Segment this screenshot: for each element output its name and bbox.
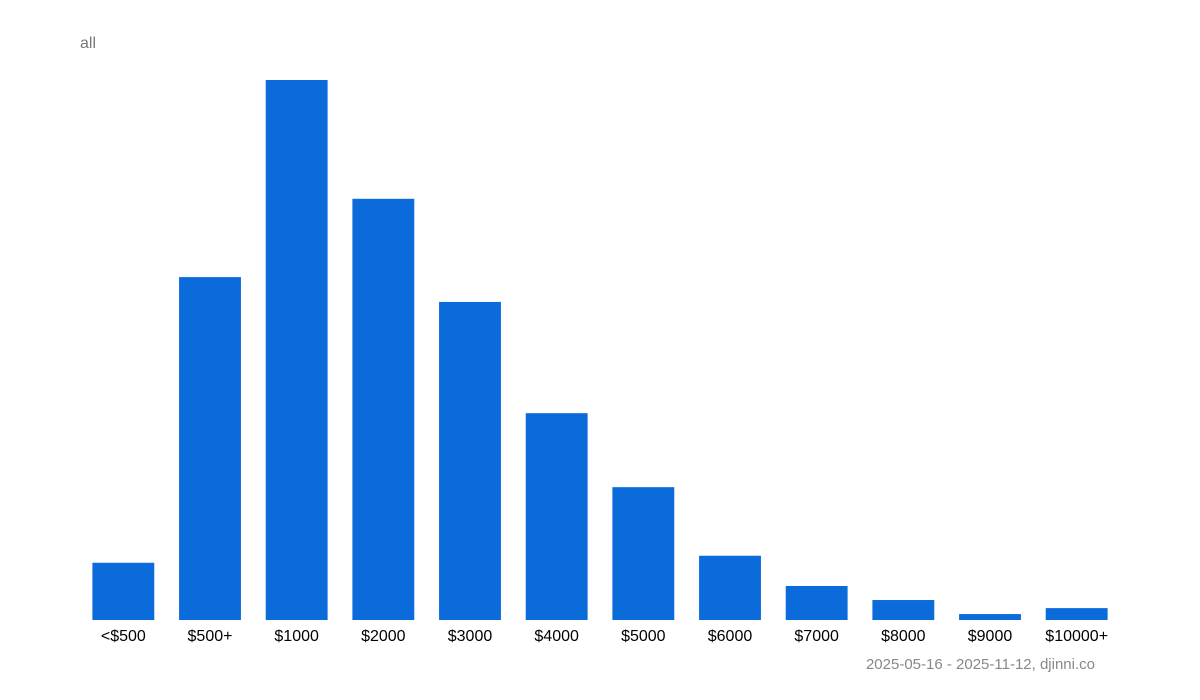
- bar: [699, 555, 761, 620]
- source-note: 2025-05-16 - 2025-11-12, djinni.co: [866, 656, 1095, 673]
- x-tick-label: $5000: [621, 628, 666, 645]
- bar: [1045, 608, 1108, 620]
- x-tick-label: $10000+: [1045, 628, 1108, 645]
- x-tick-label: $9000: [968, 628, 1013, 645]
- x-tick-label: $8000: [881, 628, 926, 645]
- bar: [439, 301, 501, 620]
- bar: [612, 487, 675, 620]
- x-tick-label: $1000: [274, 628, 319, 645]
- bar: [959, 614, 1021, 620]
- x-tick-label: $6000: [708, 628, 753, 645]
- x-tick-label: $4000: [534, 628, 579, 645]
- bar: [352, 198, 415, 621]
- x-tick-label: <$500: [101, 628, 146, 645]
- bar: [179, 277, 241, 620]
- chart-title: all: [80, 35, 96, 52]
- bar: [265, 80, 328, 620]
- x-tick-label: $7000: [794, 628, 839, 645]
- x-tick-label: $500+: [188, 628, 233, 645]
- bar: [872, 600, 935, 620]
- bar: [92, 562, 155, 620]
- x-tick-label: $3000: [448, 628, 493, 645]
- bar: [525, 413, 588, 620]
- x-tick-label: $2000: [361, 628, 406, 645]
- bar: [785, 585, 848, 620]
